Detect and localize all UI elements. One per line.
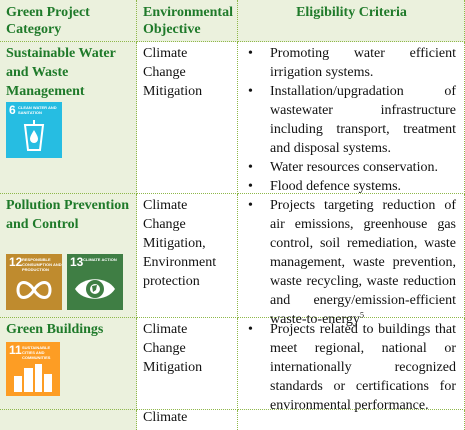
header-category-text: Green Project Category [6, 5, 90, 37]
header-objective-text: Environmental Objective [143, 5, 233, 37]
criteria-item: Installation/upgradation of wastewater i… [244, 82, 456, 158]
sdg-number: 11 [9, 343, 22, 357]
sdg-11-sustainable-cities-icon: 11 SUSTAINABLE CITIES AND COMMUNITIES [6, 342, 60, 396]
sdg-label: RESPONSIBLE CONSUMPTION AND PRODUCTION [22, 257, 62, 272]
sdg-number: 12 [9, 255, 23, 269]
row-pollution-criteria: Projects targeting reduction of air emis… [238, 194, 465, 327]
sdg-number: 6 [9, 103, 16, 117]
row-partial-category [0, 410, 137, 430]
sdg-label: CLEAN WATER AND SANITATION [18, 105, 57, 115]
category-title: Green Buildings [6, 322, 104, 337]
objective-text: Climate Change Mitigation [143, 46, 203, 99]
sdg-12-responsible-consumption-icon: 12 RESPONSIBLE CONSUMPTION AND PRODUCTIO… [6, 254, 62, 310]
footnote-marker: 5 [359, 310, 364, 320]
water-glass-icon [23, 120, 45, 151]
objective-text: Climate [143, 410, 188, 425]
row-buildings-category: Green Buildings 11 SUSTAINABLE CITIES AN… [0, 318, 137, 410]
header-criteria: Eligibility Criteria [238, 0, 465, 42]
criteria-list: Projects related to buildings that meet … [244, 320, 456, 415]
row-water-criteria: Promoting water efficient irrigation sys… [238, 42, 465, 196]
sdg-13-climate-action-icon: 13 CLIMATE ACTION [67, 254, 123, 310]
row-water-category: Sustainable Water and Waste Management 6… [0, 42, 137, 194]
row-partial-objective: Climate [137, 410, 238, 430]
criteria-item: Projects related to buildings that meet … [244, 320, 456, 415]
header-objective: Environmental Objective [137, 0, 238, 42]
category-title: Pollution Prevention and Control [6, 198, 130, 232]
sdg-6-clean-water-icon: 6 CLEAN WATER AND SANITATION [6, 102, 62, 158]
sdg-label: SUSTAINABLE CITIES AND COMMUNITIES [22, 345, 51, 360]
row-pollution-objective: Climate Change Mitigation, Environment p… [137, 194, 238, 318]
infinity-icon [16, 281, 52, 299]
category-title: Sustainable Water and Waste Management [6, 46, 116, 99]
criteria-item: Flood defence systems. [244, 177, 456, 196]
sdg-label: CLIMATE ACTION [83, 257, 117, 262]
eye-globe-icon [75, 279, 115, 299]
row-buildings-criteria: Projects related to buildings that meet … [238, 318, 465, 413]
header-category: Green Project Category [0, 0, 137, 42]
criteria-list: Projects targeting reduction of air emis… [244, 196, 456, 329]
criteria-item: Promoting water efficient irrigation sys… [244, 44, 456, 82]
city-buildings-icon [14, 364, 52, 392]
row-buildings-objective: Climate Change Mitigation [137, 318, 238, 410]
criteria-text: Projects targeting reduction of air emis… [270, 198, 456, 327]
sdg-number: 13 [70, 255, 84, 269]
objective-text: Climate Change Mitigation, Environment p… [143, 198, 217, 289]
row-pollution-category: Pollution Prevention and Control 12 RESP… [0, 194, 137, 318]
header-criteria-text: Eligibility Criteria [296, 5, 407, 20]
criteria-item: Projects targeting reduction of air emis… [244, 196, 456, 329]
criteria-list: Promoting water efficient irrigation sys… [244, 44, 456, 196]
row-partial-criteria [238, 410, 465, 430]
objective-text: Climate Change Mitigation [143, 322, 203, 375]
criteria-item: Water resources conservation. [244, 158, 456, 177]
row-water-objective: Climate Change Mitigation [137, 42, 238, 194]
